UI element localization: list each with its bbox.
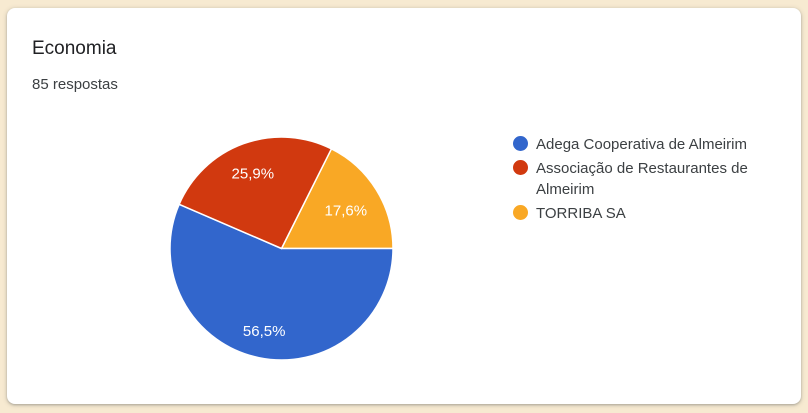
- svg-text:25,9%: 25,9%: [232, 165, 275, 182]
- svg-text:17,6%: 17,6%: [325, 203, 368, 220]
- svg-text:56,5%: 56,5%: [243, 323, 286, 340]
